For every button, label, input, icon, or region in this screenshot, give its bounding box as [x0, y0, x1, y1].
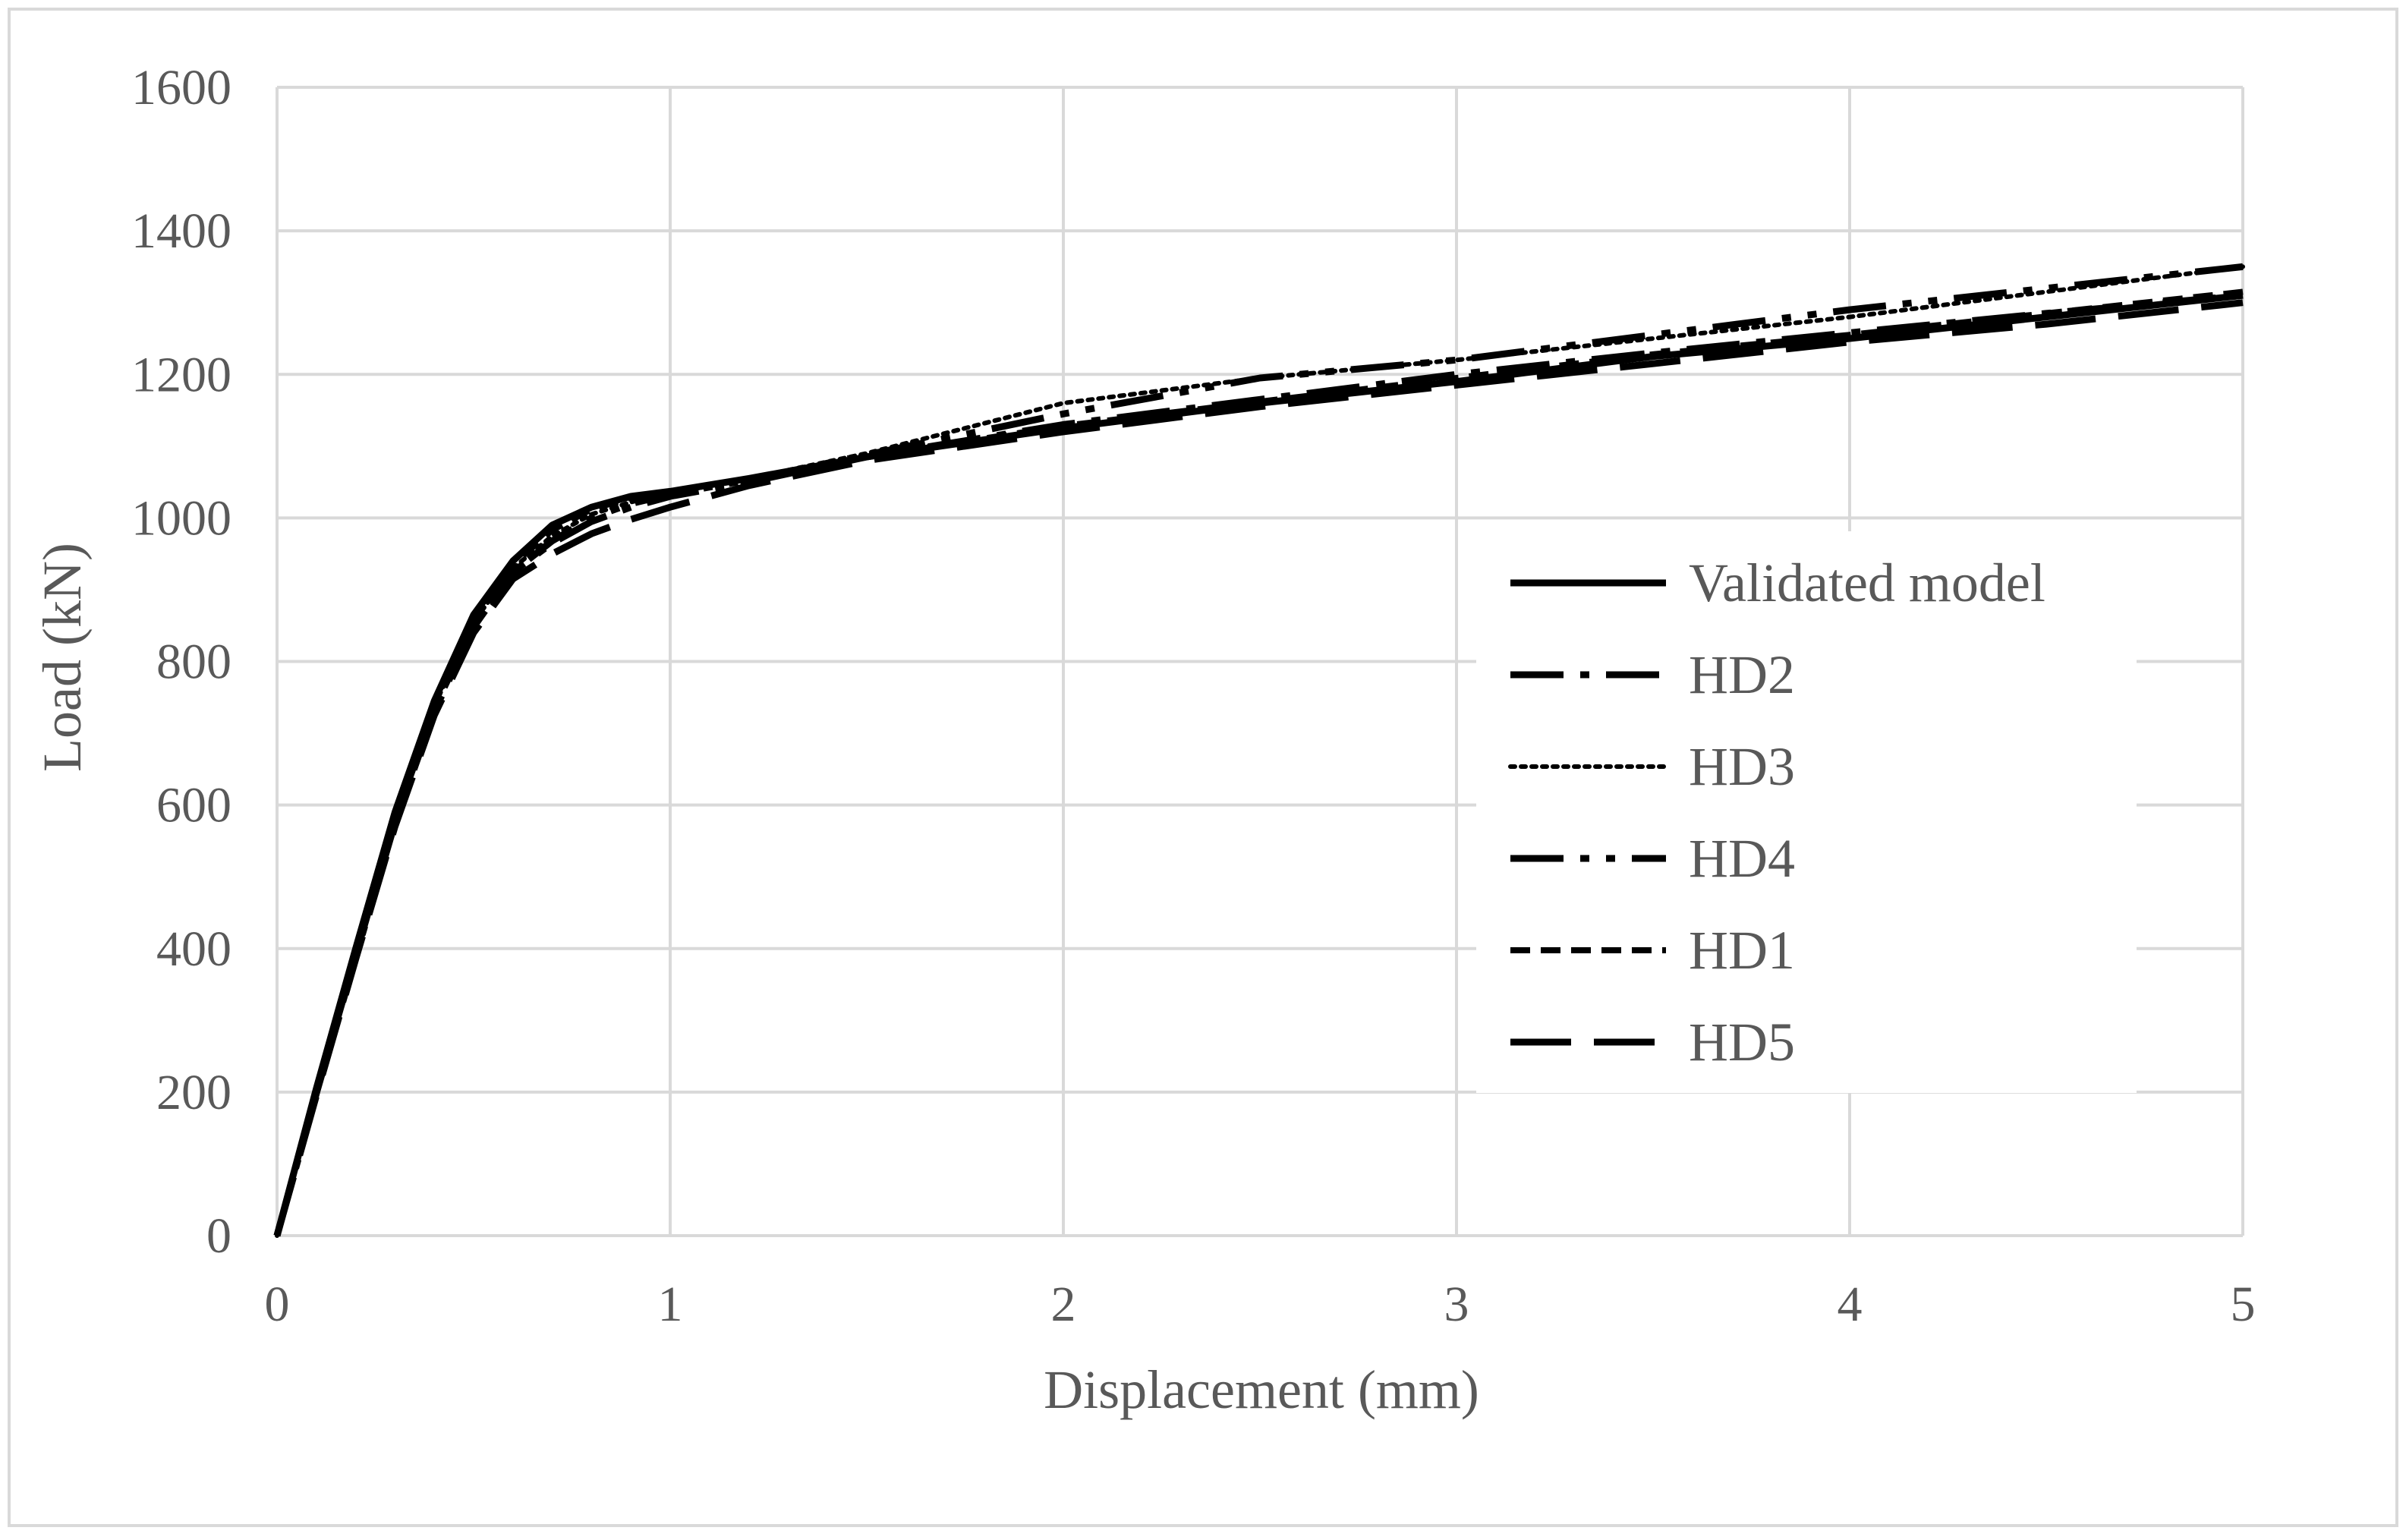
series-line-hd5 [273, 299, 2244, 1237]
y-tick-label-1200: 1200 [131, 347, 231, 402]
series-lines [273, 263, 2245, 1238]
legend-label-hd2: HD2 [1689, 644, 1795, 705]
y-tick-label-1000: 1000 [131, 490, 231, 546]
series-line-hd1 [274, 288, 2244, 1237]
y-tick-label-600: 600 [156, 778, 231, 833]
legend: Validated model HD2 HD3 HD4 HD1 HD5 [1476, 531, 2137, 1093]
y-tick-label-1400: 1400 [131, 203, 231, 259]
gridlines [276, 86, 2244, 1237]
x-tick-label-3: 3 [1444, 1277, 1469, 1332]
x-tick-label-4: 4 [1838, 1277, 1863, 1332]
x-tick-label-0: 0 [265, 1277, 290, 1332]
legend-label-validated-model: Validated model [1689, 553, 2045, 613]
legend-label-hd3: HD3 [1689, 736, 1795, 797]
y-tick-label-1600: 1600 [131, 60, 231, 115]
x-tick-label-1: 1 [658, 1277, 683, 1332]
x-axis-title: Displacement (mm) [1044, 1359, 1479, 1420]
x-tick-label-5: 5 [2231, 1277, 2256, 1332]
y-tick-label-800: 800 [156, 635, 231, 690]
y-tick-label-400: 400 [156, 921, 231, 977]
x-tick-label-2: 2 [1051, 1277, 1076, 1332]
legend-box [1476, 531, 2137, 1093]
y-tick-label-0: 0 [206, 1208, 231, 1264]
y-tick-label-200: 200 [156, 1065, 231, 1120]
legend-label-hd5: HD5 [1689, 1012, 1795, 1072]
axes: 0 200 400 600 800 1000 1200 1400 1600 0 1 2 3 4 5 [131, 60, 2256, 1332]
legend-label-hd1: HD1 [1689, 920, 1795, 981]
series-line-hd4 [273, 263, 2244, 1237]
y-axis-title: Load (kN) [32, 543, 93, 772]
legend-label-hd4: HD4 [1689, 828, 1795, 889]
